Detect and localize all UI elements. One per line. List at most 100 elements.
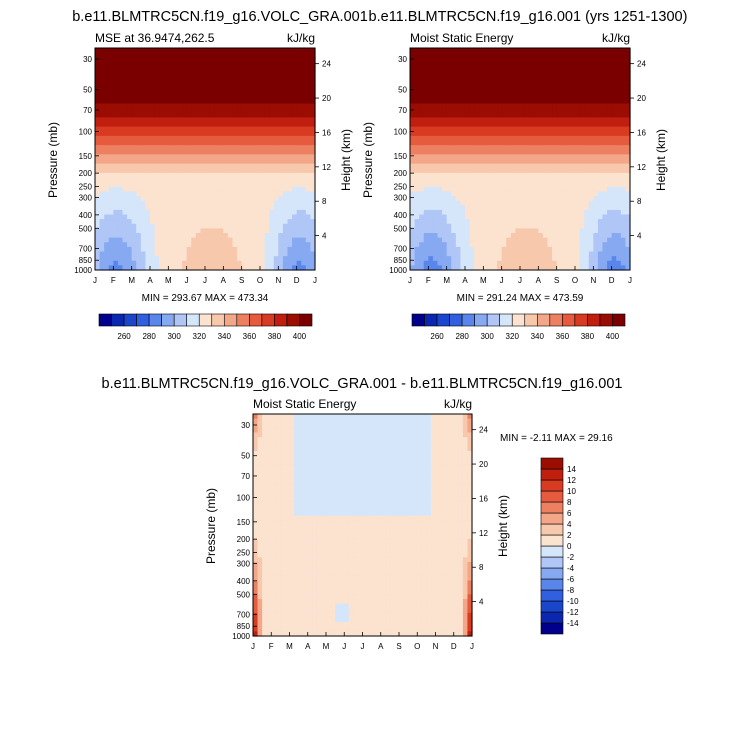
contour-cell <box>465 233 471 239</box>
contour-cell <box>232 145 238 151</box>
contour-cell <box>292 154 298 160</box>
panel-volc-subtitle-left: MSE at 36.9474,262.5 <box>95 31 215 45</box>
contour-cell <box>122 75 128 81</box>
contour-cell <box>269 117 275 123</box>
contour-cell <box>195 200 202 206</box>
contour-cell <box>136 186 142 192</box>
contour-cell <box>414 108 420 114</box>
contour-cell <box>465 214 471 220</box>
contour-cell <box>273 159 279 165</box>
contour-cell <box>520 66 526 72</box>
contour-cell <box>465 177 471 183</box>
contour-cell <box>419 140 425 146</box>
contour-cell <box>292 66 298 72</box>
contour-cell <box>442 200 448 206</box>
contour-cell <box>278 71 284 77</box>
contour-cell <box>584 177 590 183</box>
contour-cell <box>451 135 457 142</box>
contour-cell <box>556 168 562 174</box>
contour-cell <box>602 172 608 179</box>
contour-cell <box>227 80 234 86</box>
contour-cell <box>150 145 156 151</box>
contour-cell <box>172 228 179 234</box>
contour-cell <box>127 85 133 91</box>
contour-cell <box>579 163 585 169</box>
contour-cell <box>547 80 553 86</box>
contour-cell <box>310 112 316 118</box>
contour-cell <box>159 112 165 118</box>
contour-cell <box>273 108 279 114</box>
contour-cell <box>159 135 165 142</box>
contour-cell <box>310 223 316 229</box>
contour-cell <box>501 168 507 174</box>
contour-cell <box>172 191 179 197</box>
contour-cell <box>547 108 553 114</box>
month-tick-label: M <box>128 276 135 285</box>
contour-cell <box>570 145 576 151</box>
month-tick-label: N <box>275 276 281 285</box>
contour-cell <box>209 61 215 68</box>
contour-cell <box>414 135 420 142</box>
contour-cell <box>478 89 484 95</box>
contour-cell <box>200 154 206 160</box>
contour-cell <box>474 71 480 77</box>
contour-cell <box>584 237 590 243</box>
contour-cell <box>195 61 202 68</box>
contour-cell <box>492 122 498 128</box>
contour-cell <box>410 122 416 128</box>
contour-cell <box>182 140 188 146</box>
contour-cell <box>483 140 489 146</box>
contour-cell <box>159 94 165 100</box>
contour-cell <box>163 75 169 81</box>
contour-cell <box>310 122 316 128</box>
panel-control-ylabel: Pressure (mb) <box>361 122 375 198</box>
contour-cell <box>168 112 174 118</box>
contour-cell <box>515 57 521 63</box>
contour-cell <box>510 154 517 160</box>
contour-cell <box>575 265 581 271</box>
contour-cell <box>273 66 279 72</box>
contour-cell <box>455 80 462 86</box>
contour-cell <box>552 214 558 220</box>
height-tick-label: 16 <box>322 128 331 137</box>
contour-cell <box>469 85 475 91</box>
contour-cell <box>483 191 489 197</box>
pressure-tick-label: 250 <box>394 183 408 192</box>
contour-cell <box>556 57 562 63</box>
contour-cell <box>575 177 581 183</box>
contour-cell <box>552 89 558 95</box>
contour-cell <box>492 159 498 165</box>
contour-cell <box>510 214 517 220</box>
contour-cell <box>182 191 188 197</box>
contour-cell <box>410 205 416 211</box>
contour-cell <box>423 154 429 160</box>
contour-cell <box>182 108 188 114</box>
contour-cell <box>99 117 105 123</box>
contour-cell <box>575 186 581 192</box>
contour-cell <box>195 131 202 137</box>
contour-cell <box>191 122 197 128</box>
contour-cell <box>163 154 169 160</box>
contour-cell <box>565 80 572 86</box>
contour-cell <box>223 172 229 179</box>
contour-cell <box>593 209 599 216</box>
contour-cell <box>172 140 179 146</box>
contour-cell <box>250 108 257 114</box>
contour-cell <box>113 94 119 100</box>
contour-cell <box>104 85 110 91</box>
contour-cell <box>255 256 261 262</box>
contour-cell <box>186 177 192 183</box>
contour-cell <box>419 122 425 128</box>
contour-cell <box>127 196 133 202</box>
contour-cell <box>556 94 562 100</box>
contour-cell <box>446 135 452 142</box>
contour-cell <box>542 223 549 229</box>
contour-cell <box>287 205 293 211</box>
contour-cell <box>246 61 252 68</box>
contour-cell <box>95 242 101 248</box>
contour-cell <box>593 172 599 179</box>
contour-cell <box>565 200 572 206</box>
contour-cell <box>561 80 567 86</box>
contour-cell <box>209 112 215 118</box>
contour-cell <box>122 246 128 253</box>
